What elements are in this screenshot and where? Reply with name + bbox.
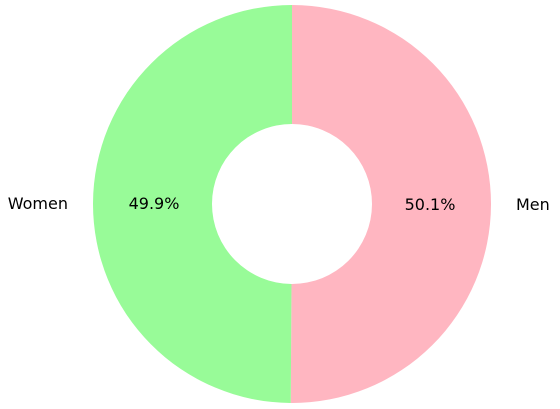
slices-layer [93, 5, 492, 404]
category-label-men: Men [516, 195, 550, 214]
slice-men [290, 5, 492, 404]
category-label-women: Women [8, 194, 68, 213]
pct-label-women: 49.9% [129, 194, 180, 213]
slice-women [93, 5, 292, 403]
pct-label-men: 50.1% [405, 195, 456, 214]
labels-layer: 50.1% Men 49.9% Women [8, 194, 550, 214]
